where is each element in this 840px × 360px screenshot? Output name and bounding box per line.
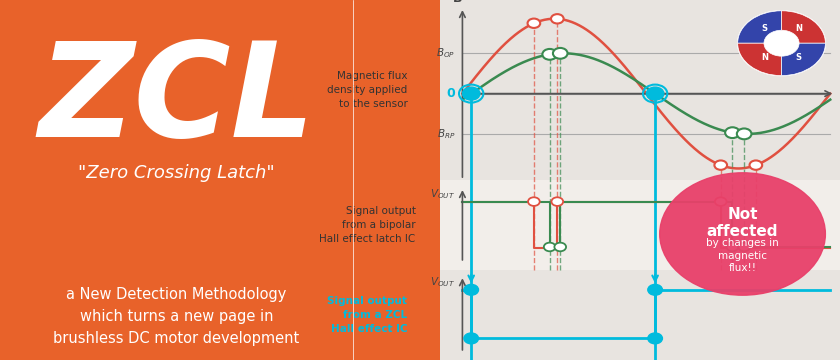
Text: Magnetic flux
density applied
to the sensor: Magnetic flux density applied to the sen…	[328, 71, 407, 109]
Circle shape	[725, 127, 740, 138]
Circle shape	[648, 284, 663, 295]
Text: S: S	[795, 53, 801, 62]
Circle shape	[738, 243, 750, 251]
Circle shape	[737, 129, 752, 139]
Wedge shape	[781, 43, 826, 76]
Circle shape	[551, 197, 563, 206]
Circle shape	[738, 11, 826, 76]
Text: by changes in
magnetic
flux!!: by changes in magnetic flux!!	[706, 238, 779, 273]
Wedge shape	[738, 43, 781, 76]
Text: a New Detection Methodology
which turns a new page in
brushless DC motor develop: a New Detection Methodology which turns …	[53, 287, 300, 346]
Wedge shape	[738, 11, 781, 43]
Text: $B_{RP}$: $B_{RP}$	[437, 127, 455, 141]
Circle shape	[528, 19, 540, 28]
Text: $V_{OUT}$: $V_{OUT}$	[430, 275, 455, 289]
Circle shape	[543, 49, 557, 60]
Circle shape	[551, 14, 564, 23]
Circle shape	[528, 197, 540, 206]
Text: Not
affected: Not affected	[706, 207, 779, 239]
Circle shape	[727, 243, 738, 251]
Text: ZCL: ZCL	[38, 37, 315, 164]
Text: N: N	[761, 53, 768, 62]
FancyBboxPatch shape	[440, 270, 840, 360]
Circle shape	[464, 333, 479, 344]
FancyBboxPatch shape	[440, 180, 840, 270]
Wedge shape	[781, 11, 826, 43]
Circle shape	[715, 197, 727, 206]
Circle shape	[646, 87, 664, 100]
Text: 0: 0	[446, 87, 455, 100]
Text: $V_{OUT}$: $V_{OUT}$	[430, 187, 455, 201]
Text: "Zero Crossing Latch": "Zero Crossing Latch"	[78, 164, 275, 182]
Circle shape	[749, 161, 762, 170]
Text: S: S	[762, 24, 768, 33]
Circle shape	[553, 48, 568, 59]
FancyBboxPatch shape	[440, 0, 840, 180]
Circle shape	[543, 243, 555, 251]
Circle shape	[464, 284, 479, 295]
Text: $B_{OP}$: $B_{OP}$	[436, 46, 455, 60]
Circle shape	[659, 173, 826, 295]
Circle shape	[648, 333, 663, 344]
Circle shape	[554, 243, 566, 251]
Text: Signal output
from a ZCL
Hall effect IC: Signal output from a ZCL Hall effect IC	[328, 296, 407, 334]
Text: B: B	[453, 0, 462, 5]
Text: Signal output
from a bipolar
Hall effect latch IC: Signal output from a bipolar Hall effect…	[319, 206, 416, 244]
Circle shape	[463, 87, 480, 100]
Circle shape	[714, 161, 727, 170]
Text: N: N	[795, 24, 802, 33]
